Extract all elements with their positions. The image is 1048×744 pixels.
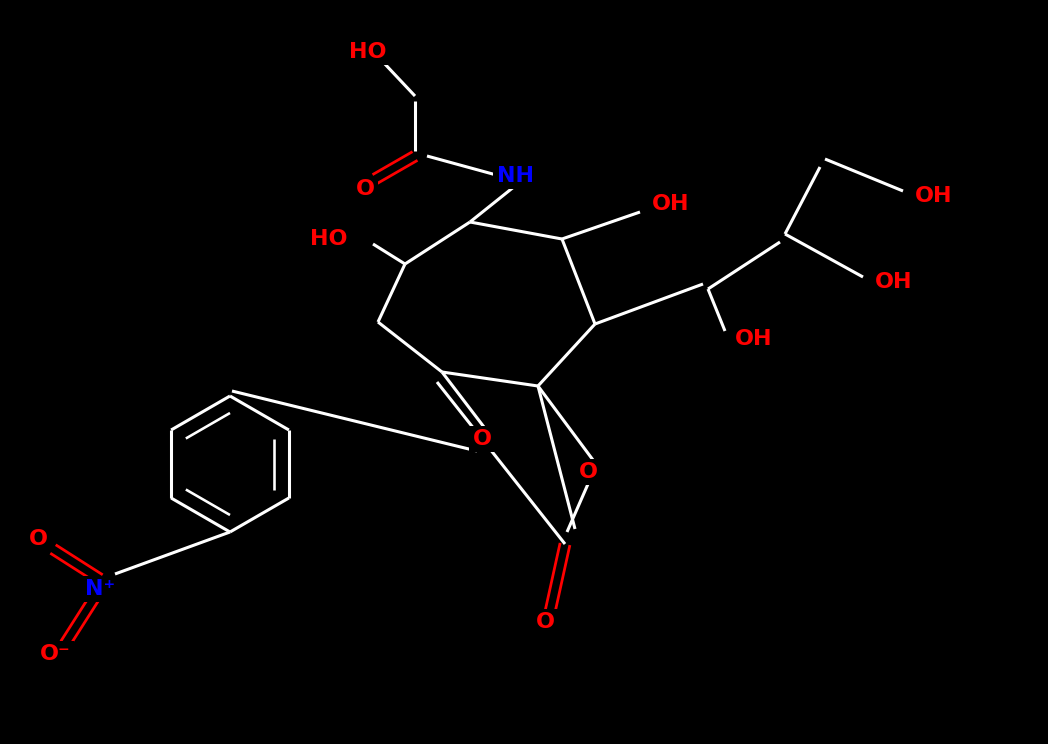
Text: NH: NH bbox=[497, 166, 533, 186]
Text: OH: OH bbox=[915, 186, 953, 206]
Text: OH: OH bbox=[652, 194, 690, 214]
Text: O: O bbox=[28, 529, 47, 549]
Text: OH: OH bbox=[735, 329, 772, 349]
Text: O: O bbox=[536, 612, 554, 632]
Text: O⁻: O⁻ bbox=[40, 644, 70, 664]
Text: O: O bbox=[473, 429, 492, 449]
Text: OH: OH bbox=[875, 272, 913, 292]
Text: HO: HO bbox=[310, 229, 348, 249]
Text: HO: HO bbox=[349, 42, 387, 62]
Text: O: O bbox=[578, 462, 597, 482]
Text: O: O bbox=[355, 179, 374, 199]
Text: N⁺: N⁺ bbox=[85, 579, 115, 599]
